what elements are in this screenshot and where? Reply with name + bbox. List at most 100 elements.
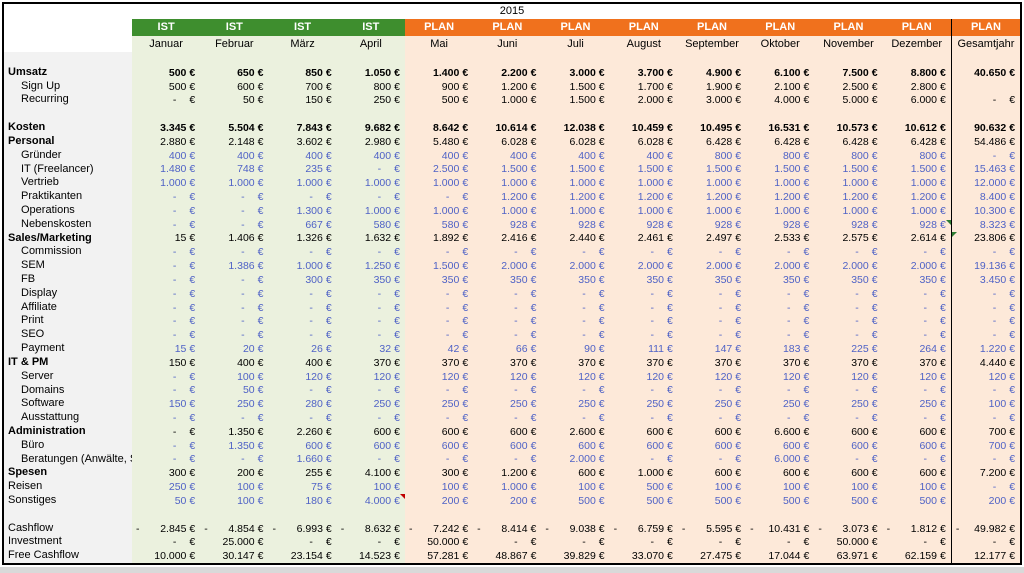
row-label[interactable]: Affiliate [4, 300, 132, 315]
row-label[interactable]: Praktikanten [4, 190, 132, 204]
data-cell[interactable]: 500 € [609, 480, 678, 494]
data-cell[interactable]: 1.326 € [268, 231, 337, 246]
data-cell[interactable]: - € [814, 300, 883, 315]
data-cell[interactable]: 800 € [814, 148, 883, 163]
month-header-januar[interactable]: Januar [132, 36, 201, 52]
data-cell[interactable]: 1.000 € [609, 466, 678, 481]
data-cell[interactable]: 2.000 € [609, 93, 678, 108]
data-cell[interactable]: - € [746, 245, 815, 260]
month-header-gesamtjahr[interactable]: Gesamtjahr [950, 36, 1021, 52]
data-cell[interactable] [882, 507, 951, 522]
data-cell[interactable]: 120 € [541, 369, 610, 384]
row-label[interactable] [4, 507, 132, 522]
data-cell[interactable]: 1.350 € [200, 438, 269, 453]
data-cell[interactable] [950, 107, 1021, 122]
data-cell[interactable]: - € [132, 273, 201, 287]
data-cell[interactable]: 900 € [404, 79, 474, 94]
data-cell[interactable]: - € [404, 452, 474, 467]
row-label[interactable]: Domains [4, 383, 132, 398]
data-cell[interactable]: 10.612 € [882, 121, 951, 135]
data-cell[interactable]: 370 € [609, 355, 678, 370]
data-cell[interactable]: 1.386 € [200, 259, 269, 273]
data-cell[interactable]: 2.000 € [473, 259, 542, 273]
data-cell[interactable]: - € [200, 300, 269, 315]
data-cell[interactable]: - € [541, 286, 610, 301]
data-cell[interactable]: 3.450 € [950, 273, 1021, 287]
data-cell[interactable]: 600 € [882, 466, 951, 481]
data-cell[interactable]: 6.428 € [882, 134, 951, 149]
data-cell[interactable] [746, 52, 815, 66]
data-cell[interactable]: - € [336, 535, 405, 550]
data-cell[interactable]: 500 € [677, 494, 747, 508]
data-cell[interactable]: - € [336, 190, 405, 204]
data-cell[interactable]: 33.070 € [609, 549, 678, 564]
data-cell[interactable] [132, 52, 201, 66]
data-cell[interactable]: 39.829 € [541, 549, 610, 564]
data-cell[interactable]: - € [950, 452, 1021, 467]
data-cell[interactable]: - € [677, 245, 747, 260]
data-cell[interactable]: 1.000 € [541, 203, 610, 218]
data-cell[interactable]: 250 € [882, 397, 951, 412]
data-cell[interactable]: - € [677, 328, 747, 343]
data-cell[interactable]: 250 € [746, 397, 815, 412]
data-cell[interactable]: 2.200 € [473, 65, 542, 80]
data-cell[interactable]: - € [132, 245, 201, 260]
data-cell[interactable]: - € [609, 535, 678, 550]
data-cell[interactable]: 928 € [677, 217, 747, 232]
data-cell[interactable]: - € [268, 383, 337, 398]
data-cell[interactable]: 500 € [746, 494, 815, 508]
data-cell[interactable]: 200 € [200, 466, 269, 481]
data-cell[interactable]: - € [814, 452, 883, 467]
data-cell[interactable]: - € [541, 535, 610, 550]
data-cell[interactable]: 2.497 € [677, 231, 747, 246]
data-cell[interactable] [132, 507, 201, 522]
month-header-september[interactable]: September [677, 36, 747, 52]
data-cell[interactable]: - € [200, 286, 269, 301]
data-cell[interactable]: 8.323 € [950, 217, 1021, 232]
data-cell[interactable]: 600 € [541, 438, 610, 453]
data-cell[interactable]: 1.500 € [814, 162, 883, 177]
data-cell[interactable]: - € [677, 535, 747, 550]
data-cell[interactable]: - € [950, 314, 1021, 329]
data-cell[interactable]: - € [268, 245, 337, 260]
data-cell[interactable]: - € [746, 411, 815, 425]
data-cell[interactable]: 40.650 € [950, 65, 1021, 80]
month-header-februar[interactable]: Februar [200, 36, 269, 52]
data-cell[interactable]: - € [609, 328, 678, 343]
row-label[interactable]: Umsatz [4, 65, 132, 80]
data-cell[interactable] [336, 507, 405, 522]
data-cell[interactable]: 100 € [541, 480, 610, 494]
data-cell[interactable]: - € [473, 535, 542, 550]
data-cell[interactable]: - € [950, 480, 1021, 494]
data-cell[interactable]: 370 € [814, 355, 883, 370]
data-cell[interactable]: 1.000 € [609, 176, 678, 191]
data-cell[interactable]: 2.000 € [882, 259, 951, 273]
data-cell[interactable]: 12.038 € [541, 121, 610, 135]
data-cell[interactable]: - € [473, 411, 542, 425]
data-cell[interactable]: 500 € [882, 494, 951, 508]
row-label[interactable]: Nebenskosten [4, 217, 132, 232]
data-cell[interactable]: 600 € [541, 466, 610, 481]
data-cell[interactable]: 350 € [404, 273, 474, 287]
band-cell-ist-3[interactable]: IST [336, 19, 405, 36]
data-cell[interactable]: 100 € [882, 480, 951, 494]
data-cell[interactable]: 2.575 € [814, 231, 883, 246]
data-cell[interactable]: 600 € [609, 438, 678, 453]
data-cell[interactable]: - € [336, 383, 405, 398]
data-cell[interactable]: 400 € [200, 148, 269, 163]
data-cell[interactable]: 2.416 € [473, 231, 542, 246]
data-cell[interactable]: - € [950, 328, 1021, 343]
data-cell[interactable]: -8.414 € [473, 521, 542, 536]
data-cell[interactable]: 1.500 € [746, 162, 815, 177]
data-cell[interactable]: 6.028 € [541, 134, 610, 149]
data-cell[interactable]: 1.000 € [132, 176, 201, 191]
row-label[interactable]: Administration [4, 424, 132, 439]
data-cell[interactable]: 8.642 € [404, 121, 474, 135]
data-cell[interactable]: 300 € [132, 466, 201, 481]
data-cell[interactable]: - € [473, 286, 542, 301]
data-cell[interactable]: 1.000 € [404, 176, 474, 191]
data-cell[interactable]: 4.900 € [677, 65, 747, 80]
data-cell[interactable]: - € [132, 217, 201, 232]
data-cell[interactable]: - € [950, 245, 1021, 260]
data-cell[interactable]: 63.971 € [814, 549, 883, 564]
